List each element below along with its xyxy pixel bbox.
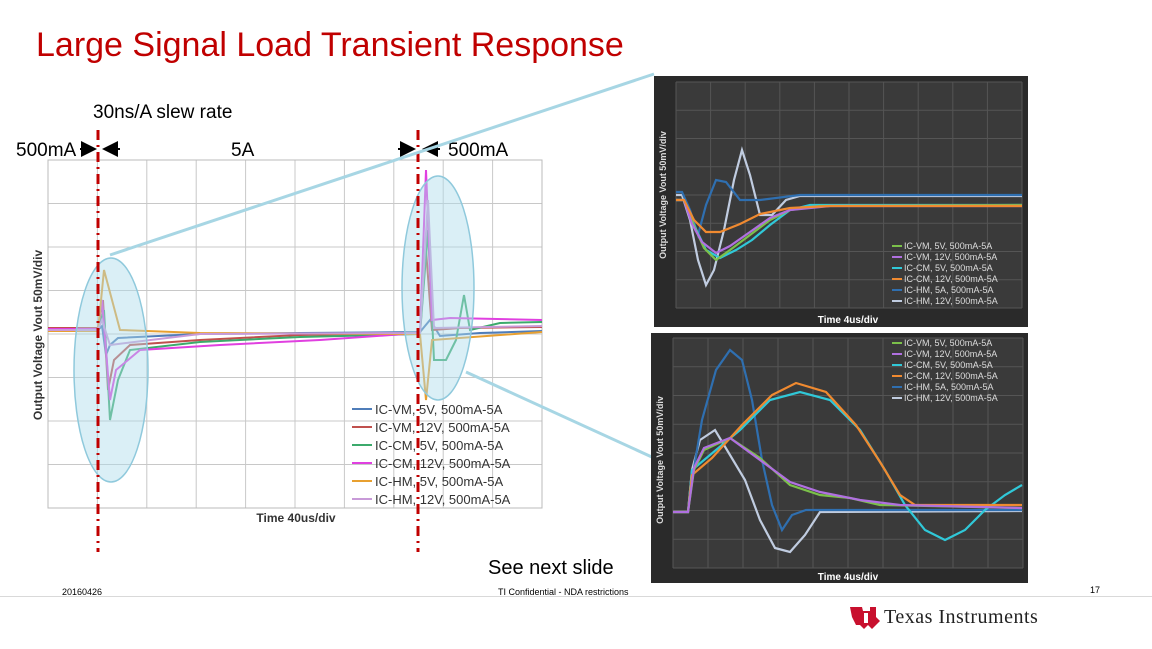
footer-confidential: TI Confidential - NDA restrictions bbox=[498, 587, 629, 597]
zr-legend-entry-2: IC-CM, 5V, 500mA-5A bbox=[904, 263, 993, 273]
legend-entry-5: IC-HM, 12V, 500mA-5A bbox=[375, 492, 511, 507]
zr-legend-entry-4: IC-HM, 5A, 500mA-5A bbox=[904, 285, 994, 295]
zr-trace-e bbox=[676, 178, 1022, 239]
zf-legend-entry-4: IC-HM, 5A, 500mA-5A bbox=[904, 382, 994, 392]
trace-ic-hm-5v bbox=[48, 269, 543, 401]
trace-ic-hm-12v bbox=[48, 199, 543, 347]
main-chart-traces bbox=[48, 169, 543, 421]
zoom-rise-legend: IC-VM, 5V, 500mA-5A IC-VM, 12V, 500mA-5A… bbox=[892, 241, 998, 306]
legend-entry-1: IC-VM, 12V, 500mA-5A bbox=[375, 420, 510, 435]
main-chart-frame bbox=[47, 159, 543, 509]
footer-page-number: 17 bbox=[1090, 585, 1101, 595]
zr-trace-b bbox=[676, 198, 1022, 255]
zoom-rise-ylabel: Output Voltage Vout 50mV/div bbox=[658, 131, 668, 259]
zr-legend-entry-0: IC-VM, 5V, 500mA-5A bbox=[904, 241, 992, 251]
zoom-fall-legend: IC-VM, 5V, 500mA-5A IC-VM, 12V, 500mA-5A… bbox=[892, 338, 998, 403]
zoom-fall-ylabel: Output Voltage Vout 50mV/div bbox=[655, 396, 665, 524]
highlight-ellipse-rise bbox=[73, 257, 149, 483]
zoom-fall-xlabel: Time 4us/div bbox=[818, 572, 879, 583]
zr-legend-entry-5: IC-HM, 12V, 500mA-5A bbox=[904, 296, 998, 306]
label-5a: 5A bbox=[231, 140, 255, 161]
label-500ma-right: 500mA bbox=[448, 140, 509, 161]
zoom-rise-xlabel: Time 4us/div bbox=[818, 315, 879, 326]
ti-wordmark: Texas Instruments bbox=[884, 606, 1039, 628]
see-next-slide: See next slide bbox=[488, 557, 614, 579]
zr-trace-f bbox=[676, 198, 1022, 234]
zoom-fall-traces bbox=[673, 348, 1023, 554]
main-chart: Output Voltage Vout 50mV/div Time 40us/d… bbox=[31, 72, 655, 552]
slide-title: Large Signal Load Transient Response bbox=[36, 26, 624, 64]
zr-legend-entry-3: IC-CM, 12V, 500mA-5A bbox=[904, 274, 998, 284]
zf-legend-entry-0: IC-VM, 5V, 500mA-5A bbox=[904, 338, 992, 348]
slew-rate-label: 30ns/A slew rate bbox=[93, 102, 233, 123]
zf-legend-entry-1: IC-VM, 12V, 500mA-5A bbox=[904, 349, 997, 359]
legend-entry-2: IC-CM, 5V, 500mA-5A bbox=[375, 438, 503, 453]
zoom-rise-traces bbox=[676, 146, 1023, 288]
main-chart-ylabel: Output Voltage Vout 50mV/div bbox=[31, 250, 45, 421]
zoom-chart-rise: Output Voltage Vout 50mV/div Time 4us/di… bbox=[654, 76, 1028, 327]
zoom-chart-fall: Output Voltage Vout 50mV/div Time 4us/di… bbox=[651, 333, 1028, 583]
zoom-connector-bottom bbox=[465, 370, 655, 460]
zr-trace-c bbox=[676, 146, 1022, 288]
zf-trace-b bbox=[673, 436, 1023, 514]
legend-entry-4: IC-HM, 5V, 500mA-5A bbox=[375, 474, 503, 489]
highlight-ellipse-fall bbox=[401, 175, 475, 401]
zr-legend-entry-1: IC-VM, 12V, 500mA-5A bbox=[904, 252, 997, 262]
zoom-connector-top bbox=[109, 72, 655, 257]
legend-entry-3: IC-CM, 12V, 500mA-5A bbox=[375, 456, 511, 471]
label-500ma-left: 500mA bbox=[16, 140, 77, 161]
zf-legend-entry-2: IC-CM, 5V, 500mA-5A bbox=[904, 360, 993, 370]
main-chart-xlabel: Time 40us/div bbox=[256, 511, 335, 525]
footer-date: 20160426 bbox=[62, 587, 103, 597]
footer-bar bbox=[0, 596, 1152, 649]
zf-legend-entry-3: IC-CM, 12V, 500mA-5A bbox=[904, 371, 998, 381]
ti-logo-icon bbox=[850, 607, 880, 629]
zf-legend-entry-5: IC-HM, 12V, 500mA-5A bbox=[904, 393, 998, 403]
legend-entry-0: IC-VM, 5V, 500mA-5A bbox=[375, 402, 503, 417]
main-chart-legend: IC-VM, 5V, 500mA-5A IC-VM, 12V, 500mA-5A… bbox=[352, 402, 511, 507]
